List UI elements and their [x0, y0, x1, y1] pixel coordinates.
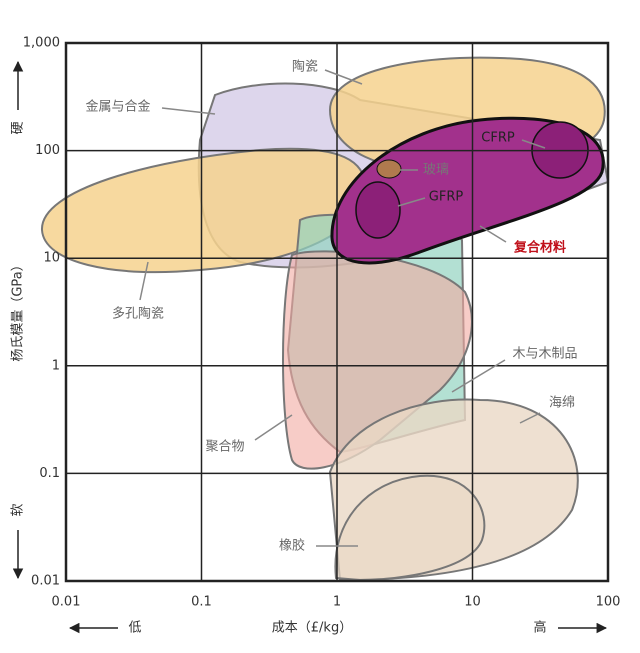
region-label: GFRP [429, 190, 464, 205]
region-label: 橡胶 [279, 538, 305, 554]
x-low-label: 低 [128, 621, 141, 636]
leader-line [521, 139, 546, 149]
leader-line [451, 359, 506, 393]
y-tick-label: 10 [43, 251, 60, 266]
leader-line [139, 261, 149, 301]
leader-line [161, 107, 216, 115]
region [355, 181, 401, 239]
y-tick-label: 0.1 [39, 466, 60, 481]
region-label: 金属与合金 [85, 99, 150, 115]
region-label: CFRP [481, 131, 515, 146]
regions [40, 56, 610, 582]
region-label: 复合材料 [513, 240, 566, 256]
leader-line [479, 225, 507, 243]
region-label: 聚合物 [205, 440, 244, 455]
leader-line [254, 414, 293, 441]
y-high-label: 硬 [11, 121, 26, 134]
region-label: 陶瓷 [292, 59, 318, 75]
y-axis-label: 杨氏模量（GPa） [11, 258, 26, 361]
region-label: 玻璃 [423, 163, 449, 178]
x-axis-label: 成本（£/kg） [272, 621, 352, 636]
region-label: 木与木制品 [512, 347, 577, 362]
region [376, 159, 402, 179]
x-tick-label: 0.1 [191, 595, 212, 610]
x-tick-label: 1 [333, 595, 341, 610]
y-low-label: 软 [11, 503, 26, 516]
leader-line [519, 412, 541, 424]
region-label: 海绵 [549, 396, 575, 411]
region [334, 474, 486, 582]
y-tick-label: 0.01 [31, 574, 60, 589]
region-label: 多孔陶瓷 [112, 306, 164, 322]
leader-line [397, 197, 426, 207]
x-tick-label: 100 [596, 595, 621, 610]
x-tick-label: 0.01 [52, 595, 81, 610]
x-tick-label: 10 [464, 595, 481, 610]
y-tick-label: 1 [52, 358, 60, 373]
plot-frame [64, 41, 610, 583]
leader-line [324, 69, 363, 85]
y-tick-label: 1,000 [23, 36, 60, 51]
y-tick-label: 100 [35, 143, 60, 158]
x-high-label: 高 [533, 620, 546, 636]
